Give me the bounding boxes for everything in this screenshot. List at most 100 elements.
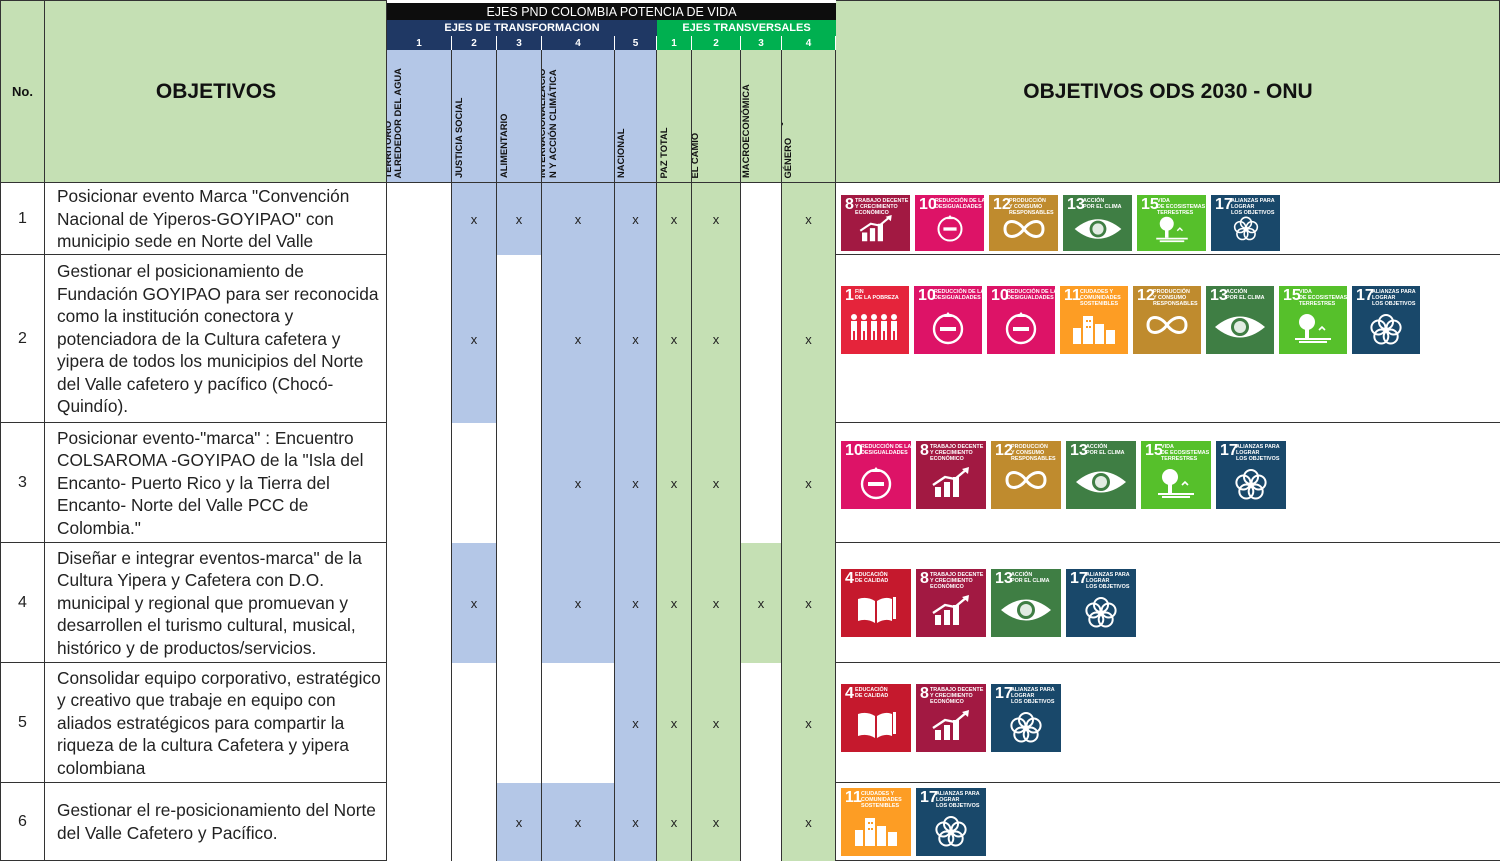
axis-mark: x — [670, 715, 678, 731]
sdg-tile: 13 ACCIÓN POR EL CLIMA — [1066, 441, 1136, 509]
axis-mark: x — [757, 595, 765, 611]
axis-number: 3 — [758, 37, 764, 49]
sdg-number: 12 — [993, 196, 1011, 213]
row-number-cell: 3 — [0, 423, 45, 543]
axis-mark-cell: x — [782, 183, 836, 255]
axis-mark-cell: x — [657, 663, 692, 783]
sdg-label: FIN DE LA POBREZA — [855, 289, 899, 301]
sdg-tile: 8 TRABAJO DECENTE Y CRECIMIENTO ECONÓMICO — [916, 441, 986, 509]
transversales-title: EJES TRANSVERSALES — [682, 22, 811, 34]
sdg-number: 17 — [995, 685, 1013, 702]
axis-mark-cell: x — [692, 663, 741, 783]
sdg-tile: 4 EDUCACIÓN DE CALIDAD — [841, 569, 911, 637]
axis-mark-cell: x — [782, 543, 836, 663]
tree-icon — [1279, 312, 1347, 344]
sdg-label: REDUCCIÓN DE LAS DESIGUALDADES — [861, 444, 911, 456]
axis-mark-cell: x — [497, 783, 542, 861]
row-number-cell: 2 — [0, 255, 45, 423]
eye-globe-icon — [1206, 312, 1274, 342]
sdg-tile: 11 CIUDADES Y COMUNIDADES SOSTENIBLES — [1060, 286, 1128, 354]
axis-mark: x — [632, 211, 639, 227]
axis-mark: x — [805, 715, 812, 731]
axis-number: 4 — [805, 37, 812, 49]
axis-label: DERECHO HUMANO Y ALIMENTARIO — [497, 78, 509, 178]
sdg-label: TRABAJO DECENTE Y CRECIMIENTO ECONÓMICO — [930, 444, 984, 462]
axis-mark-cell: x — [782, 255, 836, 423]
eye-globe-icon — [1063, 215, 1132, 243]
axis-mark-cell — [387, 663, 452, 783]
axis-mark-cell — [741, 183, 782, 255]
axis-mark-cell: x — [542, 423, 615, 543]
sdg-label: ALIANZAS PARA LOGRAR LOS OBJETIVOS — [1372, 289, 1416, 307]
axis-number-cell: 4 — [782, 36, 836, 50]
axis-mark: x — [670, 211, 678, 227]
infinity-icon — [1133, 312, 1201, 338]
eye-globe-icon — [1066, 467, 1136, 497]
axis-label-cell: ESTABILIDAD MACROECONÓMICA — [741, 50, 782, 183]
transformacion-title-bar: EJES DE TRANSFORMACION — [387, 20, 657, 36]
axis-label-cell: LOS ACTORES DIFERENCIALES PARA EL CAMIO — [692, 50, 741, 183]
axis-mark: x — [470, 331, 478, 347]
sdg-label: ALIANZAS PARA LOGRAR LOS OBJETIVOS — [1231, 198, 1275, 216]
sdg-tile: 1 FIN DE LA POBREZA — [841, 286, 909, 354]
axis-mark: x — [632, 475, 639, 491]
axis-number-cell: 2 — [452, 36, 497, 50]
sdg-tile: 13 ACCIÓN POR EL CLIMA — [991, 569, 1061, 637]
axis-mark-cell: x — [452, 255, 497, 423]
axis-mark-cell: x — [692, 423, 741, 543]
axis-number: 3 — [516, 37, 522, 49]
row-number: 2 — [18, 330, 27, 347]
axis-mark-cell: x — [452, 183, 497, 255]
sdg-label: PRODUCCIÓN Y CONSUMO RESPONSABLES — [1153, 289, 1198, 307]
city-icon — [1060, 312, 1128, 344]
infinity-icon — [989, 215, 1058, 243]
axis-mark: x — [805, 814, 812, 830]
axis-mark-cell: x — [615, 183, 657, 255]
axis-mark-cell — [387, 543, 452, 663]
axis-mark-cell: x — [741, 543, 782, 663]
header-objetivos-cell-label: OBJETIVOS — [45, 0, 387, 183]
sdg-tile: 8 TRABAJO DECENTE Y CRECIMIENTO ECONÓMICO — [916, 569, 986, 637]
flower-icon — [916, 814, 986, 850]
book-icon — [841, 595, 911, 625]
axis-label-cell: SEGURIDA HUMANA Y JUSTICIA SOCIAL — [452, 50, 497, 183]
sdg-label: ALIANZAS PARA LOGRAR LOS OBJETIVOS — [1236, 444, 1280, 462]
sdg-tile: 17 ALIANZAS PARA LOGRAR LOS OBJETIVOS — [1211, 195, 1280, 251]
eye-globe-icon — [991, 595, 1061, 625]
axis-mark-cell: x — [542, 255, 615, 423]
sdg-number: 11 — [1064, 287, 1081, 304]
axis-mark: x — [632, 715, 639, 731]
sdg-number: 10 — [918, 287, 936, 304]
axis-mark: x — [515, 211, 523, 227]
axis-mark-cell: x — [615, 255, 657, 423]
sdg-tile: 15 VIDA DE ECOSISTEMAS TERRESTRES — [1279, 286, 1347, 354]
axis-mark-cell: x — [542, 543, 615, 663]
axis-mark-cell: x — [692, 543, 741, 663]
sdg-tile: 13 ACCIÓN POR EL CLIMA — [1206, 286, 1274, 354]
axis-number: 1 — [671, 37, 677, 49]
axis-mark-cell: x — [657, 543, 692, 663]
sdg-number: 13 — [1210, 287, 1228, 304]
axis-mark-cell — [452, 423, 497, 543]
tree-icon — [1141, 467, 1211, 499]
ods-title: OBJETIVOS ODS 2030 - ONU — [1023, 79, 1313, 103]
sdg-label: REDUCCIÓN DE LAS DESIGUALDADES — [934, 289, 982, 301]
axis-mark: x — [805, 595, 812, 611]
axis-mark-cell: x — [782, 423, 836, 543]
axis-number: 2 — [713, 37, 719, 49]
sdg-number: 12 — [995, 442, 1013, 459]
row-number: 5 — [18, 714, 27, 731]
sdg-label: TRABAJO DECENTE Y CRECIMIENTO ECONÓMICO — [855, 198, 909, 216]
sdg-number: 17 — [1070, 570, 1088, 587]
sdg-label: TRABAJO DECENTE Y CRECIMIENTO ECONÓMICO — [930, 687, 984, 705]
axis-mark-cell: x — [657, 183, 692, 255]
sdg-tile: 11 CIUDADES Y COMUNIDADES SOSTENIBLES — [841, 788, 911, 856]
axis-mark: x — [712, 331, 720, 347]
sdg-label: PRODUCCIÓN Y CONSUMO RESPONSABLES — [1009, 198, 1054, 216]
sdg-label: ACCIÓN POR EL CLIMA — [1083, 198, 1122, 210]
axis-mark-cell: x — [615, 663, 657, 783]
sdg-label: ACCIÓN POR EL CLIMA — [1226, 289, 1265, 301]
axis-number-cell: 5 — [615, 36, 657, 50]
